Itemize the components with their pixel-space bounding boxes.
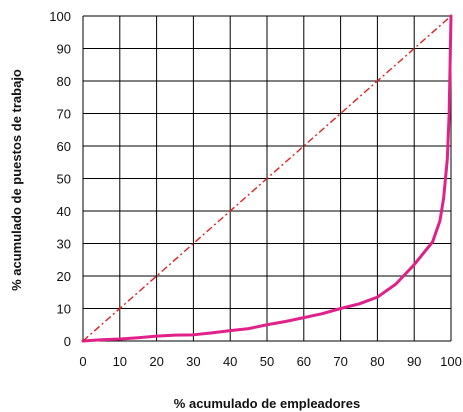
x-tick-label: 30 (186, 354, 200, 369)
x-tick-label: 20 (149, 354, 163, 369)
x-tick-label: 70 (333, 354, 347, 369)
y-tick-label: 30 (57, 237, 71, 252)
y-tick-label: 20 (57, 269, 71, 284)
y-tick-label: 100 (49, 9, 71, 24)
tick-labels: 0 10 20 30 40 50 60 70 80 90 100 0 10 20 30 40 50 60 70 80 9… (49, 9, 462, 369)
y-tick-label: 10 (57, 302, 71, 317)
x-tick-label: 100 (440, 354, 462, 369)
y-tick-label: 90 (57, 42, 71, 57)
x-axis-title: % acumulado de empleadores (174, 396, 360, 411)
series-layer (81, 14, 453, 343)
y-axis-title: % acumulado de puestos de trabajo (9, 69, 24, 291)
x-tick-label: 90 (407, 354, 421, 369)
x-tick-label: 40 (223, 354, 237, 369)
x-tick-label: 50 (260, 354, 274, 369)
x-tick-label: 80 (370, 354, 384, 369)
x-tick-label: 10 (113, 354, 127, 369)
y-tick-label: 60 (57, 139, 71, 154)
x-tick-label: 60 (297, 354, 311, 369)
equality-line (82, 15, 452, 342)
x-tick-label: 0 (79, 354, 86, 369)
concentration-curve (81, 14, 453, 343)
y-tick-label: 0 (64, 334, 71, 349)
y-tick-label: 80 (57, 74, 71, 89)
y-tick-label: 50 (57, 172, 71, 187)
y-tick-label: 40 (57, 204, 71, 219)
y-tick-label: 70 (57, 107, 71, 122)
